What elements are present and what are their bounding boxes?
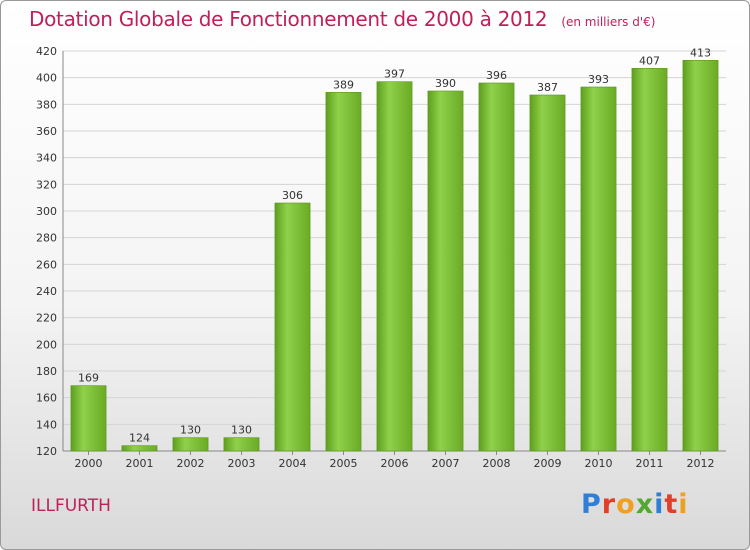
bars [70,60,719,452]
logo-letter: r [601,489,617,520]
x-tick-label: 2001 [126,457,154,470]
y-tick-label: 120 [36,445,57,458]
bar-value-label: 407 [639,54,660,67]
bar [580,86,617,452]
bar [529,94,566,452]
logo-letter: x [635,489,655,520]
y-tick-label: 200 [36,338,57,351]
chart-title: Dotation Globale de Fonctionnement de 20… [29,7,655,31]
y-tick-label: 400 [36,72,57,85]
bar [172,437,209,452]
y-tick-label: 300 [36,205,57,218]
y-tick-label: 320 [36,178,57,191]
logo-letter: o [616,489,636,520]
x-tick-label: 2012 [687,457,715,470]
bar-value-label: 124 [129,432,150,445]
y-tick-label: 340 [36,152,57,165]
x-tick-label: 2002 [177,457,205,470]
y-tick-label: 220 [36,312,57,325]
bar [223,437,260,452]
commune-name: ILLFURTH [31,496,111,516]
logo-letter: t [664,489,679,520]
y-tick-label: 380 [36,98,57,111]
logo-letter: i [654,489,665,520]
bar [325,92,362,452]
y-tick-label: 180 [36,365,57,378]
x-tick-label: 2011 [636,457,664,470]
x-tick-label: 2007 [432,457,460,470]
chart-subtitle: (en milliers d'€) [561,15,656,29]
bar-value-label: 169 [78,372,99,385]
bar-value-label: 306 [282,189,303,202]
logo-letter: i [678,489,689,520]
bar-value-label: 397 [384,68,405,81]
bar [376,81,413,452]
bar-value-label: 387 [537,81,558,94]
x-tick-label: 2004 [279,457,307,470]
bar-value-label: 393 [588,73,609,86]
bar-value-label: 389 [333,78,354,91]
y-tick-label: 240 [36,285,57,298]
y-tick-label: 160 [36,392,57,405]
bar [274,202,311,452]
x-tick-label: 2005 [330,457,358,470]
y-tick-label: 280 [36,232,57,245]
y-tick-label: 360 [36,125,57,138]
bar [682,60,719,452]
chart-title-text: Dotation Globale de Fonctionnement de 20… [29,7,548,31]
logo-letter: P [581,489,602,520]
bar [70,385,107,452]
bar-value-label: 130 [231,424,252,437]
bar [121,445,158,452]
bar-value-label: 390 [435,77,456,90]
bar-value-label: 130 [180,424,201,437]
x-tick-label: 2008 [483,457,511,470]
proxiti-logo: Proxiti [581,489,689,520]
bar-value-label: 396 [486,69,507,82]
x-tick-label: 2003 [228,457,256,470]
x-tick-label: 2000 [75,457,103,470]
x-tick-label: 2006 [381,457,409,470]
bar [427,90,464,452]
y-tick-label: 140 [36,418,57,431]
x-tick-label: 2010 [585,457,613,470]
x-tick-label: 2009 [534,457,562,470]
bar [478,82,515,452]
bar [631,68,668,452]
y-tick-label: 420 [36,45,57,58]
bar-value-label: 413 [690,46,711,59]
y-tick-label: 260 [36,258,57,271]
labels: 120 140 160 180 200 220 240 260 280 300 320 340 360 3… [36,45,715,470]
